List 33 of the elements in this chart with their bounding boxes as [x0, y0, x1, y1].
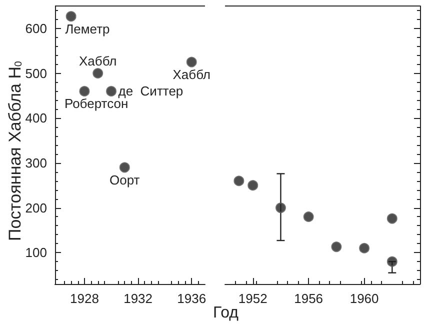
point	[386, 256, 398, 267]
x-tick-label: 1936	[177, 291, 206, 306]
y-tick-label: 300	[25, 155, 47, 170]
y-tick-label: 600	[25, 20, 47, 36]
annotation: Хаббл	[172, 67, 211, 82]
annotation: Оорт	[110, 172, 140, 188]
point	[106, 86, 116, 96]
point	[386, 213, 398, 224]
x-tick-label: 1956	[294, 291, 324, 306]
x-tick-label: 1932	[124, 291, 152, 306]
point	[234, 176, 244, 186]
x-tick-label: 1952	[238, 291, 268, 306]
y-axis-title: Постоянная Хаббла H0	[6, 60, 24, 242]
point	[186, 56, 197, 68]
point	[66, 11, 76, 22]
y-tick-label: 500	[25, 66, 47, 81]
point	[248, 180, 258, 191]
annotation: Леметр	[65, 21, 110, 36]
annotation: де Ситтер	[118, 84, 184, 99]
point	[303, 211, 314, 222]
point	[275, 202, 286, 214]
point	[359, 242, 370, 254]
point	[92, 68, 104, 79]
x-tick-label: 1960	[350, 291, 379, 306]
y-tick-label: 400	[25, 110, 47, 126]
point	[119, 162, 130, 173]
x-tick-label: 1928	[70, 291, 99, 306]
point	[331, 242, 342, 252]
y-tick-label: 100	[25, 245, 47, 260]
y-tick-label: 200	[25, 200, 47, 216]
x-axis-title: Год	[213, 304, 240, 322]
point	[79, 86, 90, 96]
annotation: Хаббл	[78, 53, 117, 68]
